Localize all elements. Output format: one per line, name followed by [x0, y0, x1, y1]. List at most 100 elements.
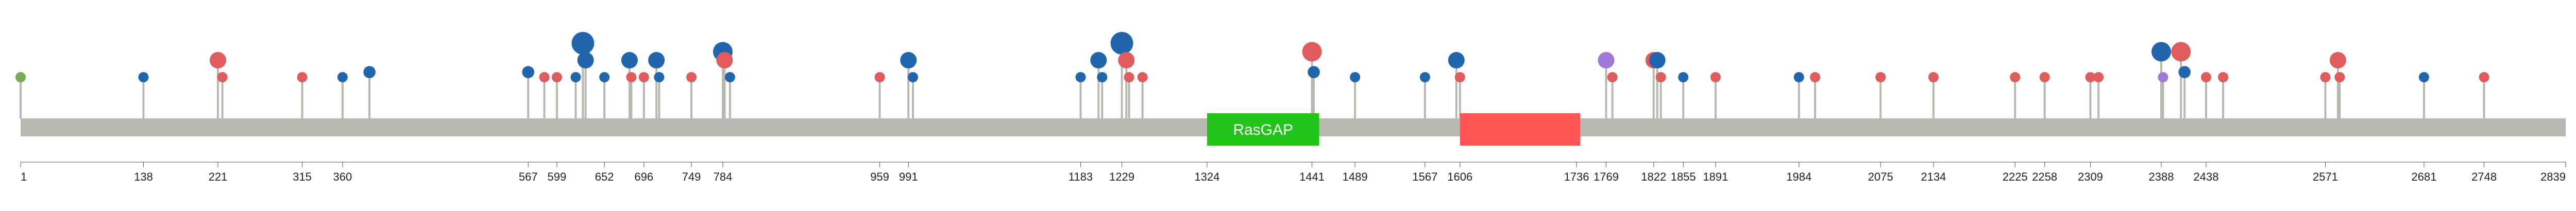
mutation-head — [1419, 72, 1430, 82]
axis-tick-label: 784 — [714, 170, 733, 183]
mutation-head — [907, 72, 918, 82]
mutation-head — [15, 72, 26, 82]
domain-label: RasGAP — [1233, 121, 1293, 138]
axis-tick-label: 1822 — [1641, 170, 1666, 183]
axis-tick-label: 2388 — [2148, 170, 2174, 183]
mutation-head — [1928, 72, 1939, 82]
axis-tick-label: 2748 — [2471, 170, 2497, 183]
mutation-head — [2479, 72, 2489, 82]
axis-tick-label: 315 — [293, 170, 312, 183]
axis-tick-label: 2571 — [2313, 170, 2338, 183]
mutation-head — [1110, 32, 1133, 55]
axis-tick-label: 652 — [595, 170, 614, 183]
mutation-head — [2085, 72, 2096, 82]
mutation-heads — [15, 32, 2489, 82]
domain-layer: RasGAP — [1207, 113, 1581, 146]
mutation-head — [209, 52, 226, 68]
axis-tick-label: 959 — [870, 170, 889, 183]
mutation-head — [1118, 52, 1135, 68]
axis-tick-label: 2075 — [1868, 170, 1893, 183]
mutation-head — [900, 52, 917, 68]
mutation-head — [2200, 72, 2211, 82]
mutation-head — [874, 72, 885, 82]
mutation-head — [1075, 72, 1086, 82]
mutation-head — [577, 52, 594, 68]
axis-tick-label: 1984 — [1786, 170, 1811, 183]
axis-tick-label: 749 — [682, 170, 701, 183]
mutation-head — [599, 72, 610, 82]
axis-tick-label: 360 — [333, 170, 352, 183]
mutation-head — [2218, 72, 2229, 82]
mutation-head — [1598, 52, 1615, 68]
mutation-head — [1710, 72, 1721, 82]
mutation-head — [551, 72, 562, 82]
axis-tick-label: 567 — [519, 170, 538, 183]
mutation-head — [724, 72, 735, 82]
mutation-head — [522, 66, 535, 78]
mutation-head — [2171, 42, 2191, 62]
mutation-head — [2158, 72, 2168, 82]
mutation-head — [1124, 72, 1134, 82]
mutation-head — [138, 72, 149, 82]
axis-tick-label: 1324 — [1194, 170, 1219, 183]
mutation-head — [621, 52, 638, 68]
axis-tick-label: 2438 — [2194, 170, 2219, 183]
mutation-head — [363, 66, 376, 78]
mutation-head — [571, 32, 595, 55]
mutation-head — [1454, 72, 1465, 82]
axis-tick-label: 696 — [634, 170, 653, 183]
domain-box — [1207, 113, 1319, 146]
mutation-head — [2039, 72, 2050, 82]
axis-tick-label: 1606 — [1447, 170, 1472, 183]
mutation-head — [2093, 72, 2104, 82]
mutation-head — [2329, 52, 2346, 68]
mutation-head — [570, 72, 581, 82]
axis-tick-label: 1855 — [1671, 170, 1696, 183]
mutation-head — [1810, 72, 1821, 82]
mutation-head — [626, 72, 637, 82]
mutation-head — [1308, 66, 1320, 78]
mutation-head — [1097, 72, 1108, 82]
axis-tick-label: 1736 — [1564, 170, 1589, 183]
axis-tick-label: 1769 — [1594, 170, 1619, 183]
axis-tick-label: 1567 — [1412, 170, 1437, 183]
mutation-head — [297, 72, 308, 82]
axis-tick-label: 991 — [899, 170, 918, 183]
axis-tick-label: 1891 — [1703, 170, 1728, 183]
axis-tick-label: 2258 — [2032, 170, 2057, 183]
axis-tick-label: 1183 — [1069, 170, 1093, 183]
axis-tick-label: 1441 — [1299, 170, 1325, 183]
mutation-head — [539, 72, 550, 82]
axis-tick-label: 599 — [548, 170, 567, 183]
axis-tick-label: 2681 — [2411, 170, 2436, 183]
mutation-head — [2178, 66, 2191, 78]
mutation-head — [716, 52, 733, 68]
mutation-head — [1350, 72, 1361, 82]
mutation-head — [2151, 42, 2171, 62]
mutation-head — [1793, 72, 1804, 82]
axis-tick-label: 2309 — [2078, 170, 2103, 183]
mutation-head — [1655, 72, 1666, 82]
mutation-head — [337, 72, 348, 82]
mutation-head — [2334, 72, 2345, 82]
mutation-head — [1875, 72, 1886, 82]
mutation-head — [2320, 72, 2331, 82]
mutation-head — [217, 72, 228, 82]
domain-box — [1460, 113, 1581, 146]
mutation-head — [1607, 72, 1618, 82]
mutation-head — [686, 72, 697, 82]
axis-tick-layer: 1 138 221 315 360 567 599 652 696 749 784 959 991 118… — [20, 162, 2566, 183]
axis-tick-label: 1489 — [1343, 170, 1368, 183]
mutation-head — [654, 72, 665, 82]
mutation-head — [1090, 52, 1107, 68]
mutation-head — [2418, 72, 2429, 82]
mutation-head — [1302, 42, 1322, 62]
mutation-head — [1678, 72, 1689, 82]
mutation-head — [1137, 72, 1148, 82]
mutation-head — [1448, 52, 1465, 68]
axis-tick-label: 221 — [209, 170, 228, 183]
axis-tick-label: 1229 — [1109, 170, 1134, 183]
axis-tick-label: 2839 — [2540, 170, 2566, 183]
axis-tick-label: 1 — [21, 170, 27, 183]
